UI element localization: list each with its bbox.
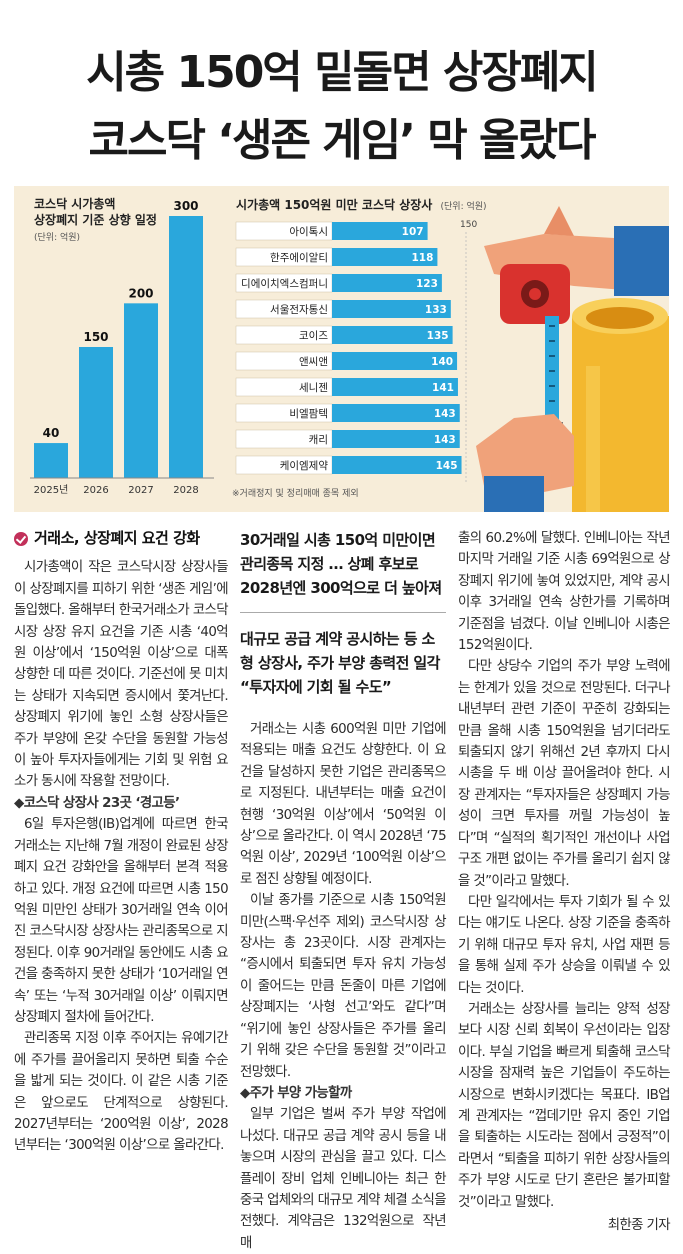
right-chart-max-label: 150: [460, 220, 478, 230]
paragraph: 6일 투자은행(IB)업계에 따르면 한국거래소는 지난해 7월 개정이 완료된…: [14, 817, 229, 1025]
company-name-label: 한주에이알티: [270, 252, 328, 264]
hbar-9: [332, 456, 462, 474]
hbar-value-label: 143: [434, 434, 456, 446]
hbar-value-label: 133: [425, 304, 447, 316]
company-name-label: 디에이치엑스컴퍼니: [241, 278, 328, 290]
paragraph: 이날 종가를 기준으로 시총 150억원 미만(스팩·우선주 제외) 코스닥시장…: [240, 893, 447, 1080]
paragraph: 출의 60.2%에 달했다. 인베니아는 작년 마지막 거래일 기준 시총 69…: [458, 531, 671, 654]
section-head: 거래소, 상장폐지 요건 강화: [14, 528, 228, 549]
hbar-2: [332, 274, 442, 292]
hbar-5: [332, 352, 458, 370]
deck-divider: [240, 612, 446, 613]
paragraph: 거래소는 시총 600억원 미만 기업에 적용되는 매출 요건도 상향한다. 이…: [240, 722, 447, 887]
x-tick-label: 2025년: [34, 484, 69, 496]
sleeve-upper: [614, 226, 669, 296]
bar-3: [169, 216, 203, 478]
left-chart-title: 코스닥 시가총액 상장폐지 기준 상향 일정: [34, 197, 157, 227]
x-tick-label: 2026: [83, 485, 108, 496]
paragraph: 다만 일각에서는 투자 기회가 될 수 있다는 얘기도 나온다. 상장 기준을 …: [458, 894, 671, 996]
paragraph: 시가총액이 작은 코스닥시장 상장사들이 상장폐지를 피하기 위한 ‘생존 게임…: [14, 560, 229, 790]
bar-value-label: 40: [43, 426, 60, 440]
hbar-3: [332, 300, 451, 318]
paragraph: 거래소는 상장사를 늘리는 양적 성장보다 시장 신뢰 회복이 우선이라는 입장…: [458, 1001, 671, 1210]
hbar-value-label: 118: [411, 252, 433, 264]
tape-measure-illustration: [476, 206, 669, 512]
hbar-1: [332, 248, 438, 266]
x-tick-label: 2028: [173, 485, 198, 496]
hand-lower: [476, 414, 574, 496]
hbar-value-label: 140: [431, 356, 453, 368]
hbar-value-label: 123: [416, 278, 438, 290]
article-column-3: 출의 60.2%에 달했다. 인베니아는 작년 마지막 거래일 기준 시총 69…: [458, 528, 671, 1236]
x-tick-label: 2027: [128, 485, 153, 496]
company-name-label: 케이엠제약: [280, 460, 329, 472]
infographic-svg: 40 2025년 150 2026 200 2027 300 2028 아이톡시 107 한주에이…: [30, 199, 669, 512]
hbar-value-label: 141: [432, 382, 454, 394]
right-chart-title: 시가총액 150억원 미만 코스닥 상장사 (단위: 억원): [236, 198, 487, 212]
article-column-2: 30거래일 시총 150억 미만이면 관리종목 지정 … 상폐 후보로 2028…: [240, 528, 447, 1254]
bar-value-label: 150: [83, 330, 108, 344]
paragraph: 일부 기업은 벌써 주가 부양 작업에 나섰다. 대규모 공급 계약 공시 등을…: [240, 1107, 447, 1251]
article-column-1: 거래소, 상장폐지 요건 강화 시가총액이 작은 코스닥시장 상장사들이 상장폐…: [14, 528, 229, 1157]
bar-0: [34, 443, 68, 478]
hbar-4: [332, 326, 453, 344]
hbar-6: [332, 378, 458, 396]
headline-line-2: 코스닥 ‘생존 게임’ 막 올랐다: [88, 115, 597, 166]
hbar-value-label: 135: [427, 330, 449, 342]
paragraph: 다만 상당수 기업의 주가 부양 노력에는 한계가 있을 것으로 전망된다. 더…: [458, 659, 671, 889]
headline-line-1: 시총 150억 밑돌면 상장폐지: [86, 47, 599, 98]
subheading: ◆코스닥 상장사 23곳 ‘경고등’: [14, 795, 180, 811]
deck-2: 대규모 공급 계약 공시하는 등 소형 상장사, 주가 부양 총력전 일각 “투…: [240, 630, 440, 696]
byline: 최한종 기자: [607, 1218, 671, 1233]
company-name-label: 비엘팜텍: [289, 407, 328, 420]
hbar-8: [332, 430, 460, 448]
company-name-label: 앤씨앤: [299, 356, 328, 368]
hbar-value-label: 107: [402, 226, 424, 238]
hbar-7: [332, 404, 460, 422]
bar-value-label: 300: [173, 199, 198, 213]
infographic: 40 2025년 150 2026 200 2027 300 2028 아이톡시 107 한주에이…: [14, 186, 669, 512]
right-chart-note: ※거래정지 및 정리매매 종목 제외: [232, 489, 359, 499]
subheading: ◆주가 부양 가능할까: [240, 1085, 352, 1101]
company-name-label: 아이톡시: [289, 226, 328, 238]
hbar-value-label: 145: [436, 460, 458, 472]
bar-value-label: 200: [128, 286, 153, 300]
left-bar-chart: 40 2025년 150 2026 200 2027 300 2028: [30, 199, 214, 496]
bar-2: [124, 303, 158, 478]
hbar-value-label: 143: [434, 408, 456, 420]
company-name-label: 코이즈: [299, 330, 328, 342]
check-circle-icon: [14, 531, 28, 546]
company-name-label: 캐리: [309, 434, 328, 446]
deck-1: 30거래일 시총 150억 미만이면 관리종목 지정 … 상폐 후보로 2028…: [240, 531, 442, 597]
hbar-0: [332, 222, 428, 240]
company-name-label: 서울전자통신: [270, 304, 328, 316]
sleeve-lower: [484, 476, 544, 512]
paragraph: 관리종목 지정 이후 주어지는 유예기간에 주가를 끌어올리지 못하면 퇴출 수…: [14, 1031, 229, 1154]
company-name-label: 세니젠: [299, 382, 328, 394]
right-bar-chart: 아이톡시 107 한주에이알티 118 디에이치엑스컴퍼니 123 서울전자통신 133 코이즈…: [235, 221, 467, 482]
bar-1: [79, 347, 113, 478]
left-chart-unit: (단위: 억원): [34, 233, 81, 243]
